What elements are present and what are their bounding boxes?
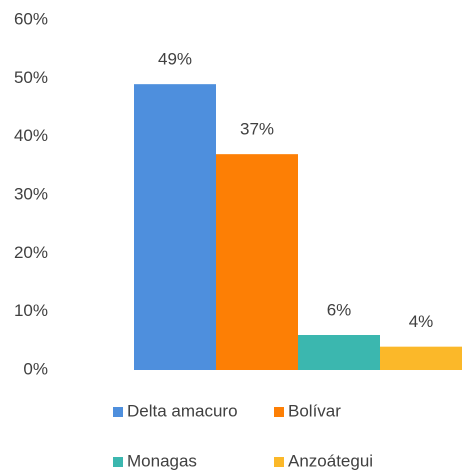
legend-swatch bbox=[113, 407, 123, 417]
bar bbox=[298, 335, 380, 370]
bar bbox=[380, 346, 462, 370]
legend-swatch bbox=[274, 457, 284, 467]
y-tick-label: 50% bbox=[14, 68, 48, 87]
y-tick-label: 30% bbox=[14, 184, 48, 203]
value-label: 37% bbox=[240, 120, 274, 139]
y-tick-label: 20% bbox=[14, 243, 48, 262]
value-label: 4% bbox=[409, 312, 434, 331]
legend-swatch bbox=[274, 407, 284, 417]
legend-label: Bolívar bbox=[288, 401, 341, 420]
y-tick-label: 0% bbox=[23, 359, 48, 378]
value-label: 49% bbox=[158, 50, 192, 69]
value-label: 6% bbox=[327, 300, 352, 319]
legend-label: Anzoátegui bbox=[288, 451, 373, 470]
bar bbox=[216, 154, 298, 370]
bar bbox=[134, 84, 216, 371]
y-tick-label: 10% bbox=[14, 301, 48, 320]
legend-label: Monagas bbox=[127, 451, 197, 470]
y-tick-label: 60% bbox=[14, 9, 48, 28]
y-tick-label: 40% bbox=[14, 126, 48, 145]
legend-swatch bbox=[113, 457, 123, 467]
legend-label: Delta amacuro bbox=[127, 401, 238, 420]
